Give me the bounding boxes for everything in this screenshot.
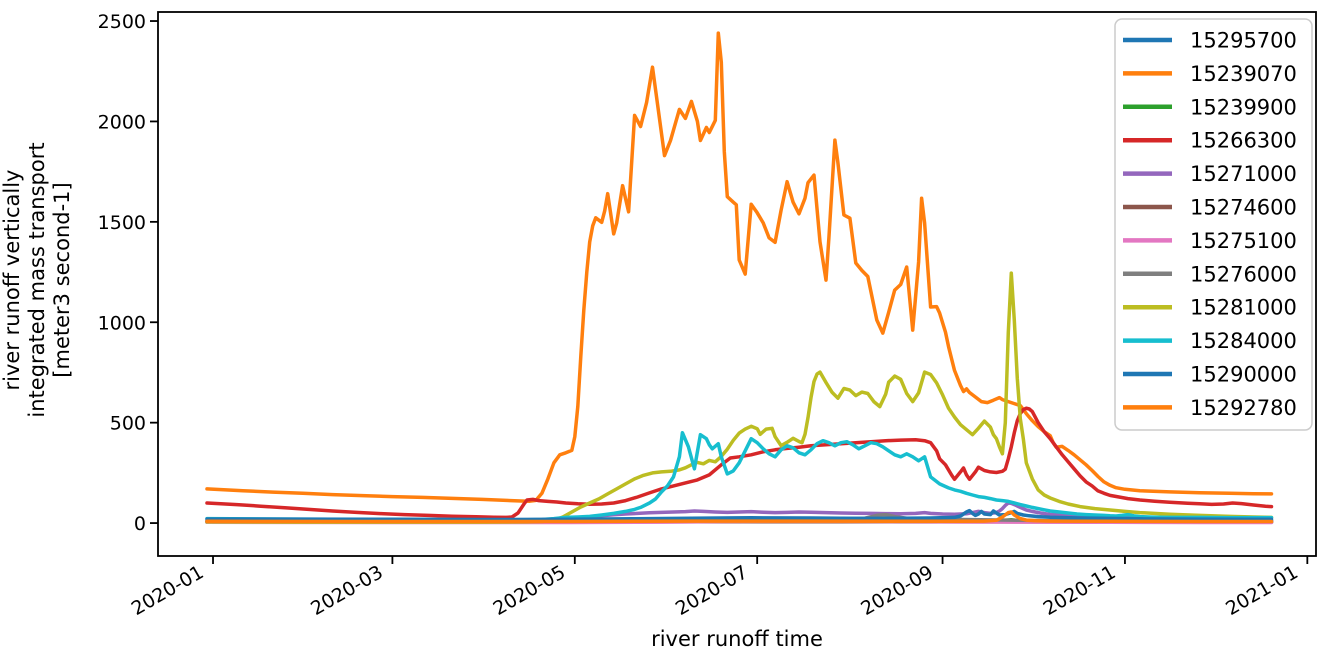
legend-label: 15276000 [1190, 262, 1297, 286]
legend-label: 15292780 [1190, 396, 1297, 420]
legend-item: 15281000 [1123, 296, 1297, 320]
y-tick-label: 1500 [98, 212, 146, 234]
series-line-15271000 [205, 501, 1274, 524]
y-axis-label: river runoff verticallyintegrated mass t… [0, 142, 74, 417]
legend-label: 15295700 [1190, 29, 1297, 53]
y-tick-label: 500 [110, 413, 146, 435]
series-line-15281000 [205, 271, 1274, 524]
series-line-15284000 [205, 430, 1274, 522]
y-tick-label: 1000 [98, 312, 146, 334]
series-line-15239070 [205, 31, 1274, 503]
legend-item: 15295700 [1123, 29, 1297, 53]
legend-label: 15284000 [1190, 329, 1297, 353]
legend-item: 15284000 [1123, 329, 1297, 353]
legend-label: 15239900 [1190, 95, 1297, 119]
y-axis-label-line: river runoff vertically [0, 170, 24, 391]
legend-item: 15290000 [1123, 363, 1297, 387]
legend-label: 15239070 [1190, 62, 1297, 86]
legend-label: 15275100 [1190, 229, 1297, 253]
x-axis-label: river runoff time [651, 627, 823, 651]
series-line-15266300 [205, 406, 1274, 520]
legend-box [1114, 18, 1313, 431]
y-axis-label-line: [meter3 second-1] [50, 182, 74, 377]
legend-item: 15239900 [1123, 95, 1297, 119]
legend-item: 15274600 [1123, 196, 1297, 220]
legend-label: 15290000 [1190, 363, 1297, 387]
legend-item: 15266300 [1123, 129, 1297, 153]
legend-item: 15271000 [1123, 162, 1297, 186]
y-axis-label-line: integrated mass transport [25, 142, 49, 417]
legend-label: 15271000 [1190, 162, 1297, 186]
legend-item: 15275100 [1123, 229, 1297, 253]
series-line-15290000 [205, 508, 1274, 522]
series-line-15292780 [205, 510, 1274, 524]
y-tick-label: 2500 [98, 11, 146, 33]
legend-label: 15274600 [1190, 196, 1297, 220]
legend-label: 15266300 [1190, 129, 1297, 153]
legend-item: 15292780 [1123, 396, 1297, 420]
y-tick-label: 0 [134, 513, 146, 535]
plot-border [157, 11, 1317, 557]
legend: 15295700 15239070 15239900 15266300 15271000… [1114, 18, 1313, 431]
y-tick-label: 2000 [98, 111, 146, 133]
legend-item: 15276000 [1123, 262, 1297, 286]
legend-label: 15281000 [1190, 296, 1297, 320]
legend-item: 15239070 [1123, 62, 1297, 86]
